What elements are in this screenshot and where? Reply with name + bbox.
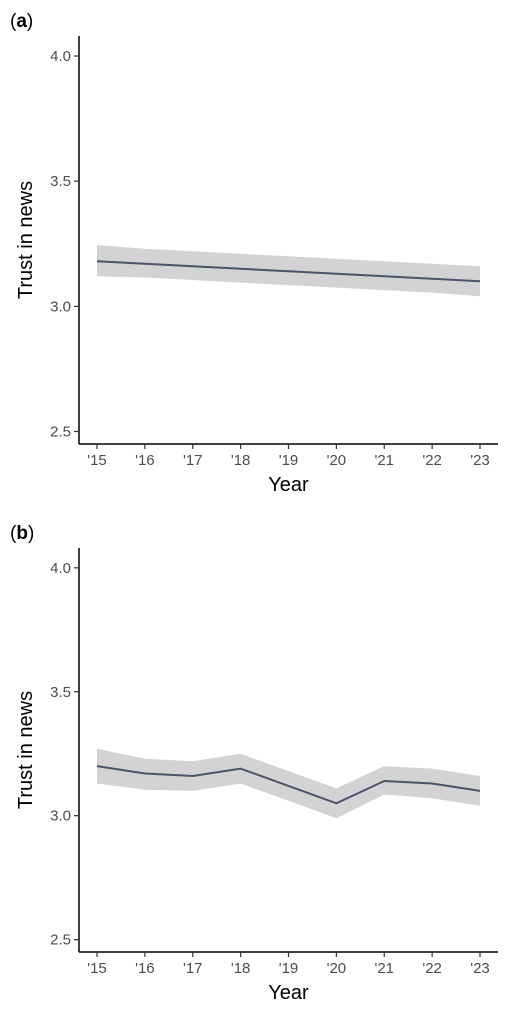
x-axis-title: Year <box>268 982 309 1004</box>
y-axis-title: Trust in news <box>15 181 37 299</box>
y-tick-label: 3.5 <box>50 684 71 701</box>
y-axis-title: Trust in news <box>15 691 37 809</box>
x-tick-label: '21 <box>374 452 394 469</box>
y-tick-label: 3.0 <box>50 808 71 825</box>
x-tick-label: '23 <box>470 452 490 469</box>
chart-panel-b: (b) 2.5 3.0 3.5 4.0 '15 '16 '17 '18 '19 '20 '21 '22 '… <box>10 523 498 1004</box>
y-tick-label: 3.5 <box>50 173 71 190</box>
x-tick-label: '15 <box>87 960 107 977</box>
x-tick-label: '17 <box>183 960 203 977</box>
panel-letter: (b) <box>10 523 34 544</box>
y-tick-label: 3.0 <box>50 298 71 315</box>
x-tick-label: '21 <box>374 960 394 977</box>
x-tick-label: '16 <box>135 452 155 469</box>
chart-panel-a: (a) 2.5 3.0 3.5 4.0 '15 '16 '17 '18 '19 '20 '21 '22 '… <box>10 11 498 496</box>
x-axis-title: Year <box>268 474 309 496</box>
x-tick-label: '17 <box>183 452 203 469</box>
x-tick-label: '18 <box>231 960 251 977</box>
confidence-band <box>97 748 480 819</box>
series-line <box>96 260 481 283</box>
x-tick-label: '19 <box>279 452 299 469</box>
y-tick-label: 4.0 <box>50 48 71 65</box>
x-tick-label: '22 <box>422 960 442 977</box>
y-tick-label: 2.5 <box>50 932 71 949</box>
x-tick-label: '22 <box>422 452 442 469</box>
x-tick-label: '16 <box>135 960 155 977</box>
x-tick-label: '15 <box>87 452 107 469</box>
x-tick-label: '23 <box>470 960 490 977</box>
panel-letter: (a) <box>10 11 33 32</box>
x-tick-label: '18 <box>231 452 251 469</box>
x-tick-label: '20 <box>327 452 347 469</box>
series-line <box>96 765 481 805</box>
x-tick-label: '20 <box>327 960 347 977</box>
y-tick-label: 4.0 <box>50 560 71 577</box>
y-tick-label: 2.5 <box>50 423 71 440</box>
x-tick-label: '19 <box>279 960 299 977</box>
